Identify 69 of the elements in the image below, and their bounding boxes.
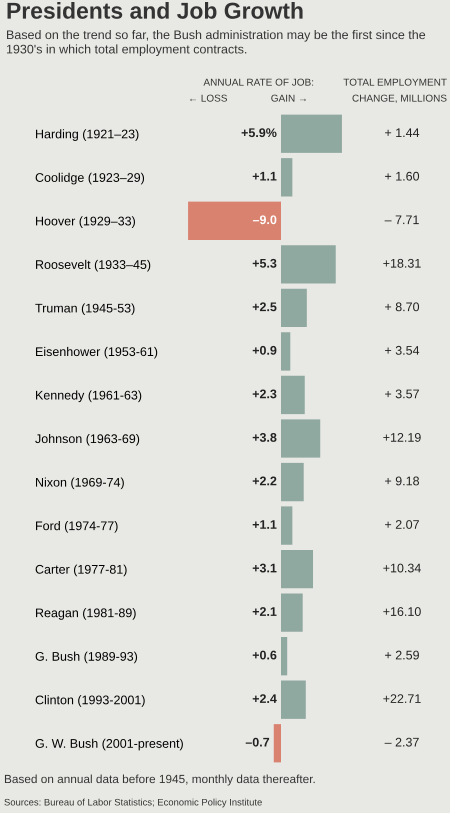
bar: [281, 593, 303, 632]
text: + 3.57: [385, 389, 419, 398]
source-note: Sources: Bureau of Labor Statistics; Economic Policy Institute: [4, 798, 262, 808]
y-tick-label: Carter (1977-81): [36, 564, 127, 576]
y-tick-label: G. W. Bush (2001-present): [36, 738, 183, 750]
text: CHANGE, MILLIONS: [352, 94, 447, 103]
data-label: +5.9%: [242, 128, 277, 138]
text: GAIN →: [271, 94, 306, 102]
y-tick-label: Truman (1945-53): [35, 303, 134, 316]
data-label: +0.9: [252, 346, 276, 355]
data-label: +1.1: [252, 520, 277, 529]
bar: [281, 245, 336, 284]
bar: [188, 202, 282, 240]
text: +10.34: [383, 564, 421, 572]
y-tick-label: Johnson (1963-69): [35, 434, 140, 446]
y-tick-label: Reagan (1981-89): [36, 608, 136, 620]
text: ← LOSS: [190, 94, 227, 102]
data-label: +1.1: [252, 172, 277, 181]
text: +16.10: [383, 607, 421, 616]
chart-title: Presidents and Job Growth: [8, 2, 303, 19]
text: + 2.59: [385, 650, 419, 660]
data-label: +2.2: [252, 476, 276, 486]
y-tick-label: Coolidge (1923–29): [36, 172, 144, 184]
y-tick-label: Clinton (1993-2001): [36, 695, 145, 707]
y-tick-label: Nixon (1969-74): [36, 478, 124, 490]
y-tick-label: G. Bush (1989-93): [36, 652, 138, 664]
data-label: +2.5: [252, 302, 277, 312]
bar: [281, 332, 290, 371]
bar: [281, 376, 305, 414]
data-label: +5.3: [252, 258, 276, 268]
text: +22.71: [383, 694, 421, 703]
bar: [281, 550, 314, 588]
bar: [281, 419, 320, 458]
data-label: +2.4: [252, 694, 277, 703]
data-label: +2.3: [252, 389, 276, 398]
text: ANNUAL RATE OF JOB:: [203, 78, 314, 86]
bar: [281, 158, 292, 196]
bar: [281, 114, 342, 153]
y-tick-label: Kennedy (1961-63): [36, 390, 142, 402]
y-tick-label: Ford (1974-77): [36, 521, 118, 533]
text: Based on annual data before 1945, monthly data thereafter.: [4, 774, 315, 786]
bar: [274, 724, 282, 762]
data-label: +3.1: [252, 564, 277, 572]
y-tick-label: Roosevelt (1933–45): [36, 260, 150, 272]
text: + 9.18: [385, 476, 420, 486]
y-tick-label: Hoover (1929–33): [36, 216, 135, 228]
text: + 8.70: [385, 302, 420, 312]
text: + 1.60: [385, 172, 420, 181]
data-label: +0.6: [252, 650, 276, 660]
y-tick-label: Eisenhower (1953-61): [36, 346, 158, 359]
y-tick-label: Harding (1921–23): [36, 129, 138, 141]
data-label: –9.0: [252, 215, 276, 224]
bar: [281, 637, 288, 676]
text: – 7.71: [384, 215, 419, 224]
text: +18.31: [383, 258, 421, 268]
text: – 2.37: [384, 738, 419, 747]
data-label: –0.7: [246, 738, 270, 747]
text: + 3.54: [385, 346, 420, 355]
text: +12.19: [383, 433, 421, 442]
bar: [281, 680, 306, 719]
text: + 1.44: [385, 128, 420, 137]
bar: [281, 288, 307, 328]
bar: [281, 506, 292, 545]
data-label: +3.8: [252, 433, 276, 442]
bar: [281, 462, 304, 502]
text: TOTAL EMPLOYMENT: [344, 78, 447, 86]
data-label: +2.1: [252, 607, 277, 616]
chart-subtitle: Based on the trend so far, the Bush administration may be the first since the 1930's in which total employment contracts.: [6, 30, 426, 56]
text: + 2.07: [385, 520, 419, 529]
